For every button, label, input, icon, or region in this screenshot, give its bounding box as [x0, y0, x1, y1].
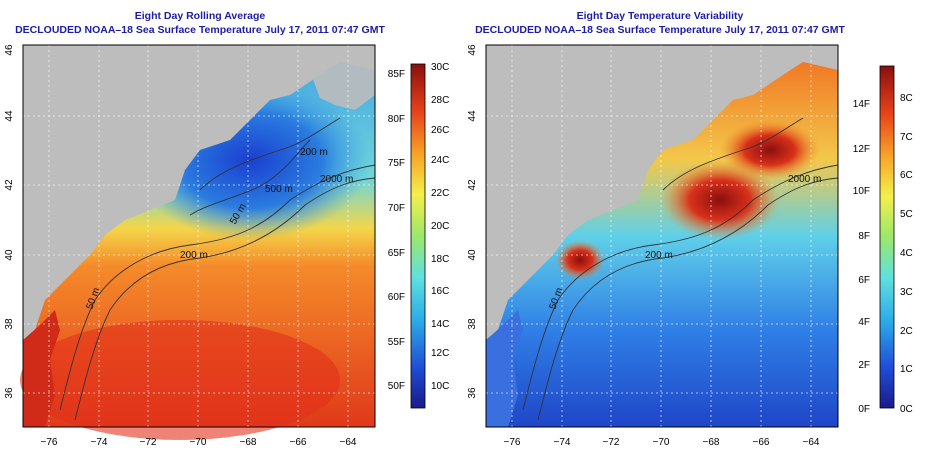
left-cbar-f-85: 85F	[388, 69, 405, 80]
left-colorbar: 85F 80F 75F 70F 65F 60F 55F 50F 30C 28C …	[388, 62, 449, 409]
right-ytick-42: 42	[467, 179, 478, 191]
right-colorbar: 14F 12F 10F 8F 6F 4F 2F 0F 8C 7C 6C 5C 4…	[853, 65, 913, 415]
left-xtick-5: −66	[290, 437, 307, 448]
right-cbar-f-12: 12F	[853, 144, 870, 155]
right-title-line2: DECLOUDED NOAA–18 Sea Surface Temperatur…	[475, 24, 845, 36]
left-land-nova-scotia	[300, 45, 375, 110]
right-land-north	[486, 45, 838, 340]
right-xtick-6: −64	[803, 437, 820, 448]
right-cbar-f-14: 14F	[853, 99, 870, 110]
left-cbar-c-30: 30C	[431, 62, 449, 73]
right-cbar-c-6: 6C	[900, 170, 913, 181]
left-cbar-c-20: 20C	[431, 221, 449, 232]
right-cbar-f-4: 4F	[858, 317, 870, 328]
left-xtick-6: −64	[340, 437, 357, 448]
left-cbar-f-55: 55F	[388, 337, 405, 348]
right-ytick-46: 46	[467, 44, 478, 56]
left-cbar-f-60: 60F	[388, 292, 405, 303]
right-xtick-3: −70	[653, 437, 670, 448]
left-cbar-c-14: 14C	[431, 319, 449, 330]
left-contours	[59, 117, 376, 421]
right-axes: −76 −74 −72 −70 −68 −66 −64 46 44 42 40 …	[467, 44, 820, 448]
left-cbar-c-16: 16C	[431, 286, 449, 297]
right-xtick-0: −76	[504, 437, 521, 448]
right-cbar-f-10: 10F	[853, 186, 870, 197]
left-xtick-1: −74	[91, 437, 108, 448]
right-xtick-4: −68	[703, 437, 720, 448]
left-contour-label-500m: 500 m	[265, 184, 293, 195]
left-contour-label-200m: 200 m	[180, 250, 208, 261]
right-cbar-f-6: 6F	[858, 275, 870, 286]
right-cbar-c-7: 7C	[900, 132, 913, 143]
right-xtick-5: −66	[753, 437, 770, 448]
left-cbar-f-65: 65F	[388, 248, 405, 259]
left-cbar-c-22: 22C	[431, 188, 449, 199]
left-xtick-2: −72	[140, 437, 157, 448]
right-land-south	[486, 310, 523, 427]
left-map-frame	[22, 44, 376, 428]
left-colorbar-ramp	[410, 63, 426, 409]
right-ytick-40: 40	[467, 249, 478, 261]
left-cbar-f-75: 75F	[388, 158, 405, 169]
left-title-line1: Eight Day Rolling Average	[134, 10, 266, 22]
right-cbar-f-0: 0F	[858, 404, 870, 415]
right-ytick-36: 36	[467, 387, 478, 399]
left-ytick-46: 46	[4, 44, 15, 56]
right-hotspot-ne	[720, 120, 820, 180]
left-ytick-44: 44	[4, 110, 15, 122]
left-cbar-c-12: 12C	[431, 348, 449, 359]
left-title-line2: DECLOUDED NOAA–18 Sea Surface Temperatur…	[15, 24, 385, 36]
left-grid	[23, 45, 375, 427]
right-cbar-c-5: 5C	[900, 209, 913, 220]
right-contour-label-200m: 200 m	[645, 250, 673, 261]
left-axes: −76 −74 −72 −70 −68 −66 −64 46 44 42 40 …	[4, 44, 357, 448]
right-title-line1: Eight Day Temperature Variability	[576, 10, 744, 22]
right-ytick-38: 38	[467, 318, 478, 330]
left-cbar-c-26: 26C	[431, 125, 449, 136]
left-cbar-c-10: 10C	[431, 381, 449, 392]
left-cbar-c-18: 18C	[431, 254, 449, 265]
right-map-frame	[485, 44, 839, 428]
left-land-north	[23, 45, 375, 340]
right-xtick-1: −74	[554, 437, 571, 448]
left-ytick-40: 40	[4, 249, 15, 261]
right-map: 200 m 2000 m 50 m	[485, 44, 839, 428]
left-cbar-c-28: 28C	[431, 95, 449, 106]
left-cbar-f-70: 70F	[388, 203, 405, 214]
right-colorbar-ramp	[879, 65, 895, 409]
right-hotspot-shelf	[555, 240, 605, 280]
right-cbar-c-0: 0C	[900, 404, 913, 415]
left-ytick-38: 38	[4, 318, 15, 330]
right-hotspot-gom	[660, 160, 780, 240]
left-xtick-4: −68	[240, 437, 257, 448]
right-cbar-f-2: 2F	[858, 360, 870, 371]
right-xtick-2: −72	[603, 437, 620, 448]
left-contour-label-200m-b: 200 m	[300, 147, 328, 158]
left-xtick-0: −76	[41, 437, 58, 448]
left-ytick-42: 42	[4, 179, 15, 191]
right-contour-label-2000m: 2000 m	[788, 174, 821, 185]
right-cbar-c-3: 3C	[900, 287, 913, 298]
left-cbar-f-80: 80F	[388, 114, 405, 125]
right-ytick-44: 44	[467, 110, 478, 122]
left-cbar-c-24: 24C	[431, 155, 449, 166]
right-cbar-c-4: 4C	[900, 248, 913, 259]
right-cbar-c-1: 1C	[900, 364, 913, 375]
left-contour-label-2000m: 2000 m	[320, 174, 353, 185]
right-grid	[486, 45, 838, 427]
left-land-south	[23, 310, 60, 427]
left-cbar-f-50: 50F	[388, 381, 405, 392]
right-contours	[522, 117, 839, 421]
right-cbar-f-8: 8F	[858, 231, 870, 242]
left-ytick-36: 36	[4, 387, 15, 399]
right-cbar-c-8: 8C	[900, 93, 913, 104]
right-cbar-c-2: 2C	[900, 326, 913, 337]
left-map: 200 m 2000 m 500 m 50 m 200 m 50 m	[20, 44, 376, 440]
left-xtick-3: −70	[190, 437, 207, 448]
